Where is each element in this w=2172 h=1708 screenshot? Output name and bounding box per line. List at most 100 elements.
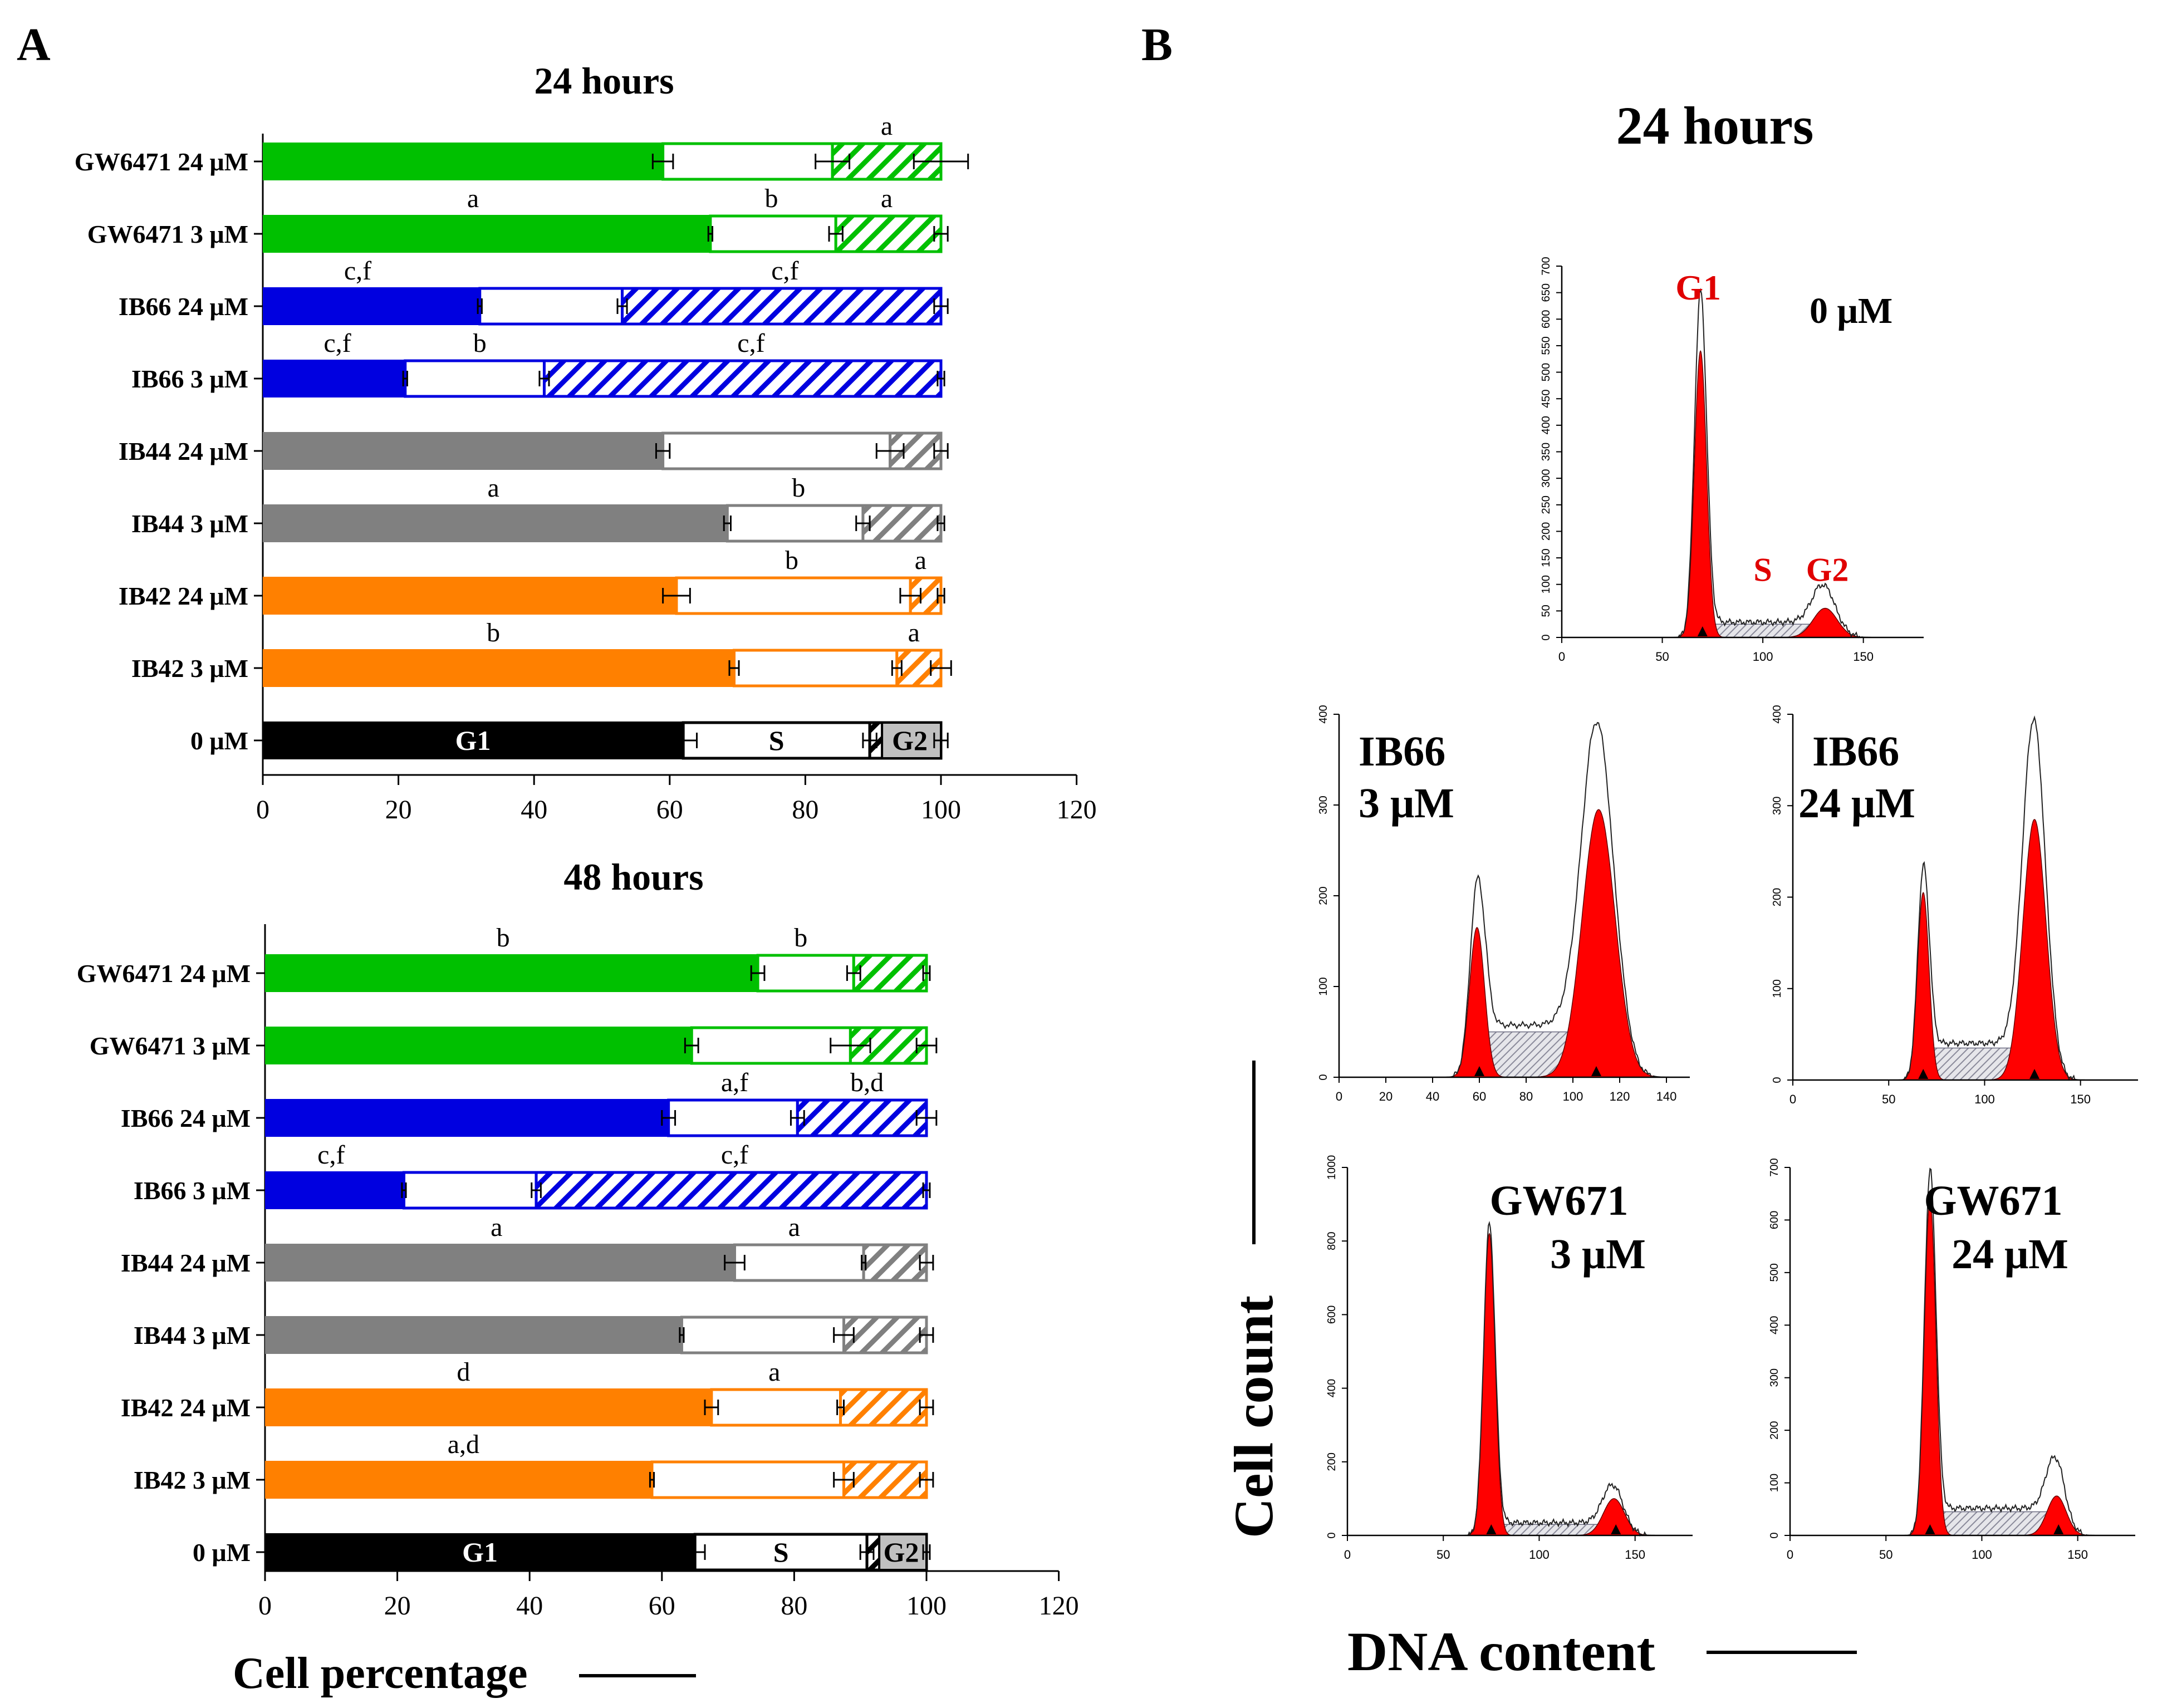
y-tick-label: 400 bbox=[1326, 1379, 1338, 1397]
y-tick-label: 100 bbox=[1771, 979, 1783, 998]
row-label: IB42 24 μM bbox=[121, 1393, 251, 1422]
bar-g1 bbox=[265, 1461, 652, 1499]
y-tick-label: 150 bbox=[1540, 548, 1552, 567]
row-label: IB66 24 μM bbox=[119, 292, 248, 321]
bar-s bbox=[710, 1388, 842, 1427]
row-label: IB44 24 μM bbox=[121, 1249, 251, 1277]
x-tick-label: 80 bbox=[792, 795, 818, 824]
y-tick-label: 100 bbox=[1317, 977, 1330, 995]
histogram-title-line2: 24 μM bbox=[1952, 1231, 2068, 1278]
y-tick-label: 600 bbox=[1540, 310, 1552, 328]
x-tick-label: 120 bbox=[1610, 1089, 1630, 1103]
y-tick-label: 300 bbox=[1317, 796, 1330, 814]
bar-g1 bbox=[265, 1099, 669, 1137]
significance-label: b bbox=[497, 923, 510, 953]
y-tick-label: 300 bbox=[1540, 469, 1552, 487]
bar-s bbox=[756, 954, 855, 993]
x-tick-label: 60 bbox=[649, 1591, 675, 1621]
bar-g2 bbox=[861, 504, 943, 543]
histogram-title-line2: 24 μM bbox=[1798, 780, 1915, 827]
g1-peak bbox=[1675, 350, 1725, 638]
bar-g1 bbox=[263, 577, 676, 615]
bar-g2 bbox=[796, 1098, 928, 1137]
y-tick-label: 200 bbox=[1540, 522, 1552, 541]
bar-g1 bbox=[265, 1388, 712, 1426]
bar-g1 bbox=[265, 1316, 682, 1354]
histogram-title: GW671 bbox=[1924, 1177, 2062, 1224]
g1-peak bbox=[1465, 1233, 1513, 1536]
peak-marker bbox=[1611, 1524, 1621, 1534]
peak-marker bbox=[1474, 1066, 1484, 1076]
bar-g1 bbox=[263, 432, 663, 470]
y-tick-label: 0 bbox=[1768, 1532, 1781, 1538]
row-label: IB44 3 μM bbox=[134, 1321, 251, 1349]
significance-label: b,d bbox=[850, 1068, 884, 1097]
bar-g2 bbox=[842, 1460, 928, 1499]
bar-s bbox=[402, 1171, 538, 1210]
histogram-grid: 0 50 100 1500501001502002503003504004505005… bbox=[1317, 257, 2138, 1562]
bar-g1 bbox=[263, 649, 734, 687]
bar-s bbox=[733, 1243, 865, 1282]
x-tick-label: 20 bbox=[385, 795, 412, 824]
x-tick-label: 0 bbox=[256, 795, 269, 824]
y-tick-label: 200 bbox=[1326, 1452, 1338, 1471]
segment-label-g2: G2 bbox=[884, 1537, 919, 1568]
y-tick-label: 700 bbox=[1540, 257, 1552, 275]
row-label: GW6471 24 μM bbox=[77, 959, 251, 988]
x-tick-label: 150 bbox=[2067, 1548, 2088, 1562]
x-tick-label: 80 bbox=[1519, 1089, 1533, 1103]
peak-marker bbox=[1697, 626, 1708, 636]
y-tick-label: 0 bbox=[1317, 1074, 1330, 1080]
x-tick-label: 0 bbox=[1789, 1092, 1796, 1106]
row-label: IB66 24 μM bbox=[121, 1104, 251, 1132]
y-tick-label: 200 bbox=[1768, 1421, 1781, 1439]
y-tick-label: 600 bbox=[1326, 1305, 1338, 1324]
x-tick-label: 60 bbox=[656, 795, 683, 824]
panel-b-xlabel: DNA content bbox=[1347, 1621, 1655, 1682]
segment-label-s: S bbox=[769, 725, 785, 756]
x-tick-label: 150 bbox=[1625, 1548, 1645, 1562]
row-label: GW6471 3 μM bbox=[90, 1032, 251, 1060]
significance-label: c,f bbox=[344, 256, 371, 286]
phase-label-s: S bbox=[1753, 552, 1772, 588]
segment-label-g2: G2 bbox=[892, 725, 928, 756]
bar-chart-24h: 24 hours 0 20 40 60 80 100 120 GW6471 24 μM a GW64… bbox=[75, 60, 1097, 824]
s-phase-area bbox=[1790, 1511, 2135, 1536]
bar-g2-grey bbox=[878, 1533, 928, 1571]
x-tick-label: 0 bbox=[258, 1591, 272, 1621]
phase-label-g2: G2 bbox=[1806, 552, 1849, 588]
histogram-title: 0 μM bbox=[1810, 291, 1892, 331]
g1-peak bbox=[1900, 892, 1947, 1081]
y-tick-label: 400 bbox=[1317, 705, 1330, 723]
chart-title: 24 hours bbox=[534, 60, 674, 102]
bar-g1 bbox=[263, 287, 480, 325]
x-tick-label: 100 bbox=[1529, 1548, 1550, 1562]
bar-g1 bbox=[263, 504, 728, 542]
significance-label: c,f bbox=[323, 328, 351, 358]
bar-s bbox=[661, 142, 834, 181]
significance-label: b bbox=[765, 184, 778, 213]
histogram-1: 0 50 100 150 0 50 100 150 200 250 300 350 400 450 500 5… bbox=[1540, 257, 1924, 664]
panel-a-xlabel: Cell percentage bbox=[233, 1649, 527, 1698]
significance-label: a,d bbox=[448, 1430, 479, 1459]
bar-s bbox=[725, 504, 865, 543]
histogram-title: IB66 bbox=[1812, 728, 1899, 775]
bar-g1 bbox=[265, 1244, 735, 1282]
significance-label: a bbox=[487, 473, 499, 503]
bar-g2 bbox=[621, 287, 943, 326]
s-phase-area bbox=[1793, 1047, 2138, 1081]
row-label: GW6471 3 μM bbox=[87, 220, 248, 248]
bar-g1 bbox=[263, 215, 710, 253]
x-tick-label: 50 bbox=[1655, 650, 1669, 664]
phase-label-g1: G1 bbox=[1675, 268, 1721, 307]
peak-marker bbox=[1591, 1066, 1601, 1076]
row-label: 0 μM bbox=[190, 727, 248, 755]
significance-label: a bbox=[467, 184, 479, 213]
x-tick-label: 150 bbox=[1853, 650, 1874, 664]
bar-s bbox=[404, 359, 546, 398]
x-tick-label: 100 bbox=[1972, 1548, 1992, 1562]
bar-s bbox=[680, 1316, 845, 1354]
significance-label: c,f bbox=[771, 256, 798, 286]
y-tick-label: 1000 bbox=[1326, 1155, 1338, 1180]
